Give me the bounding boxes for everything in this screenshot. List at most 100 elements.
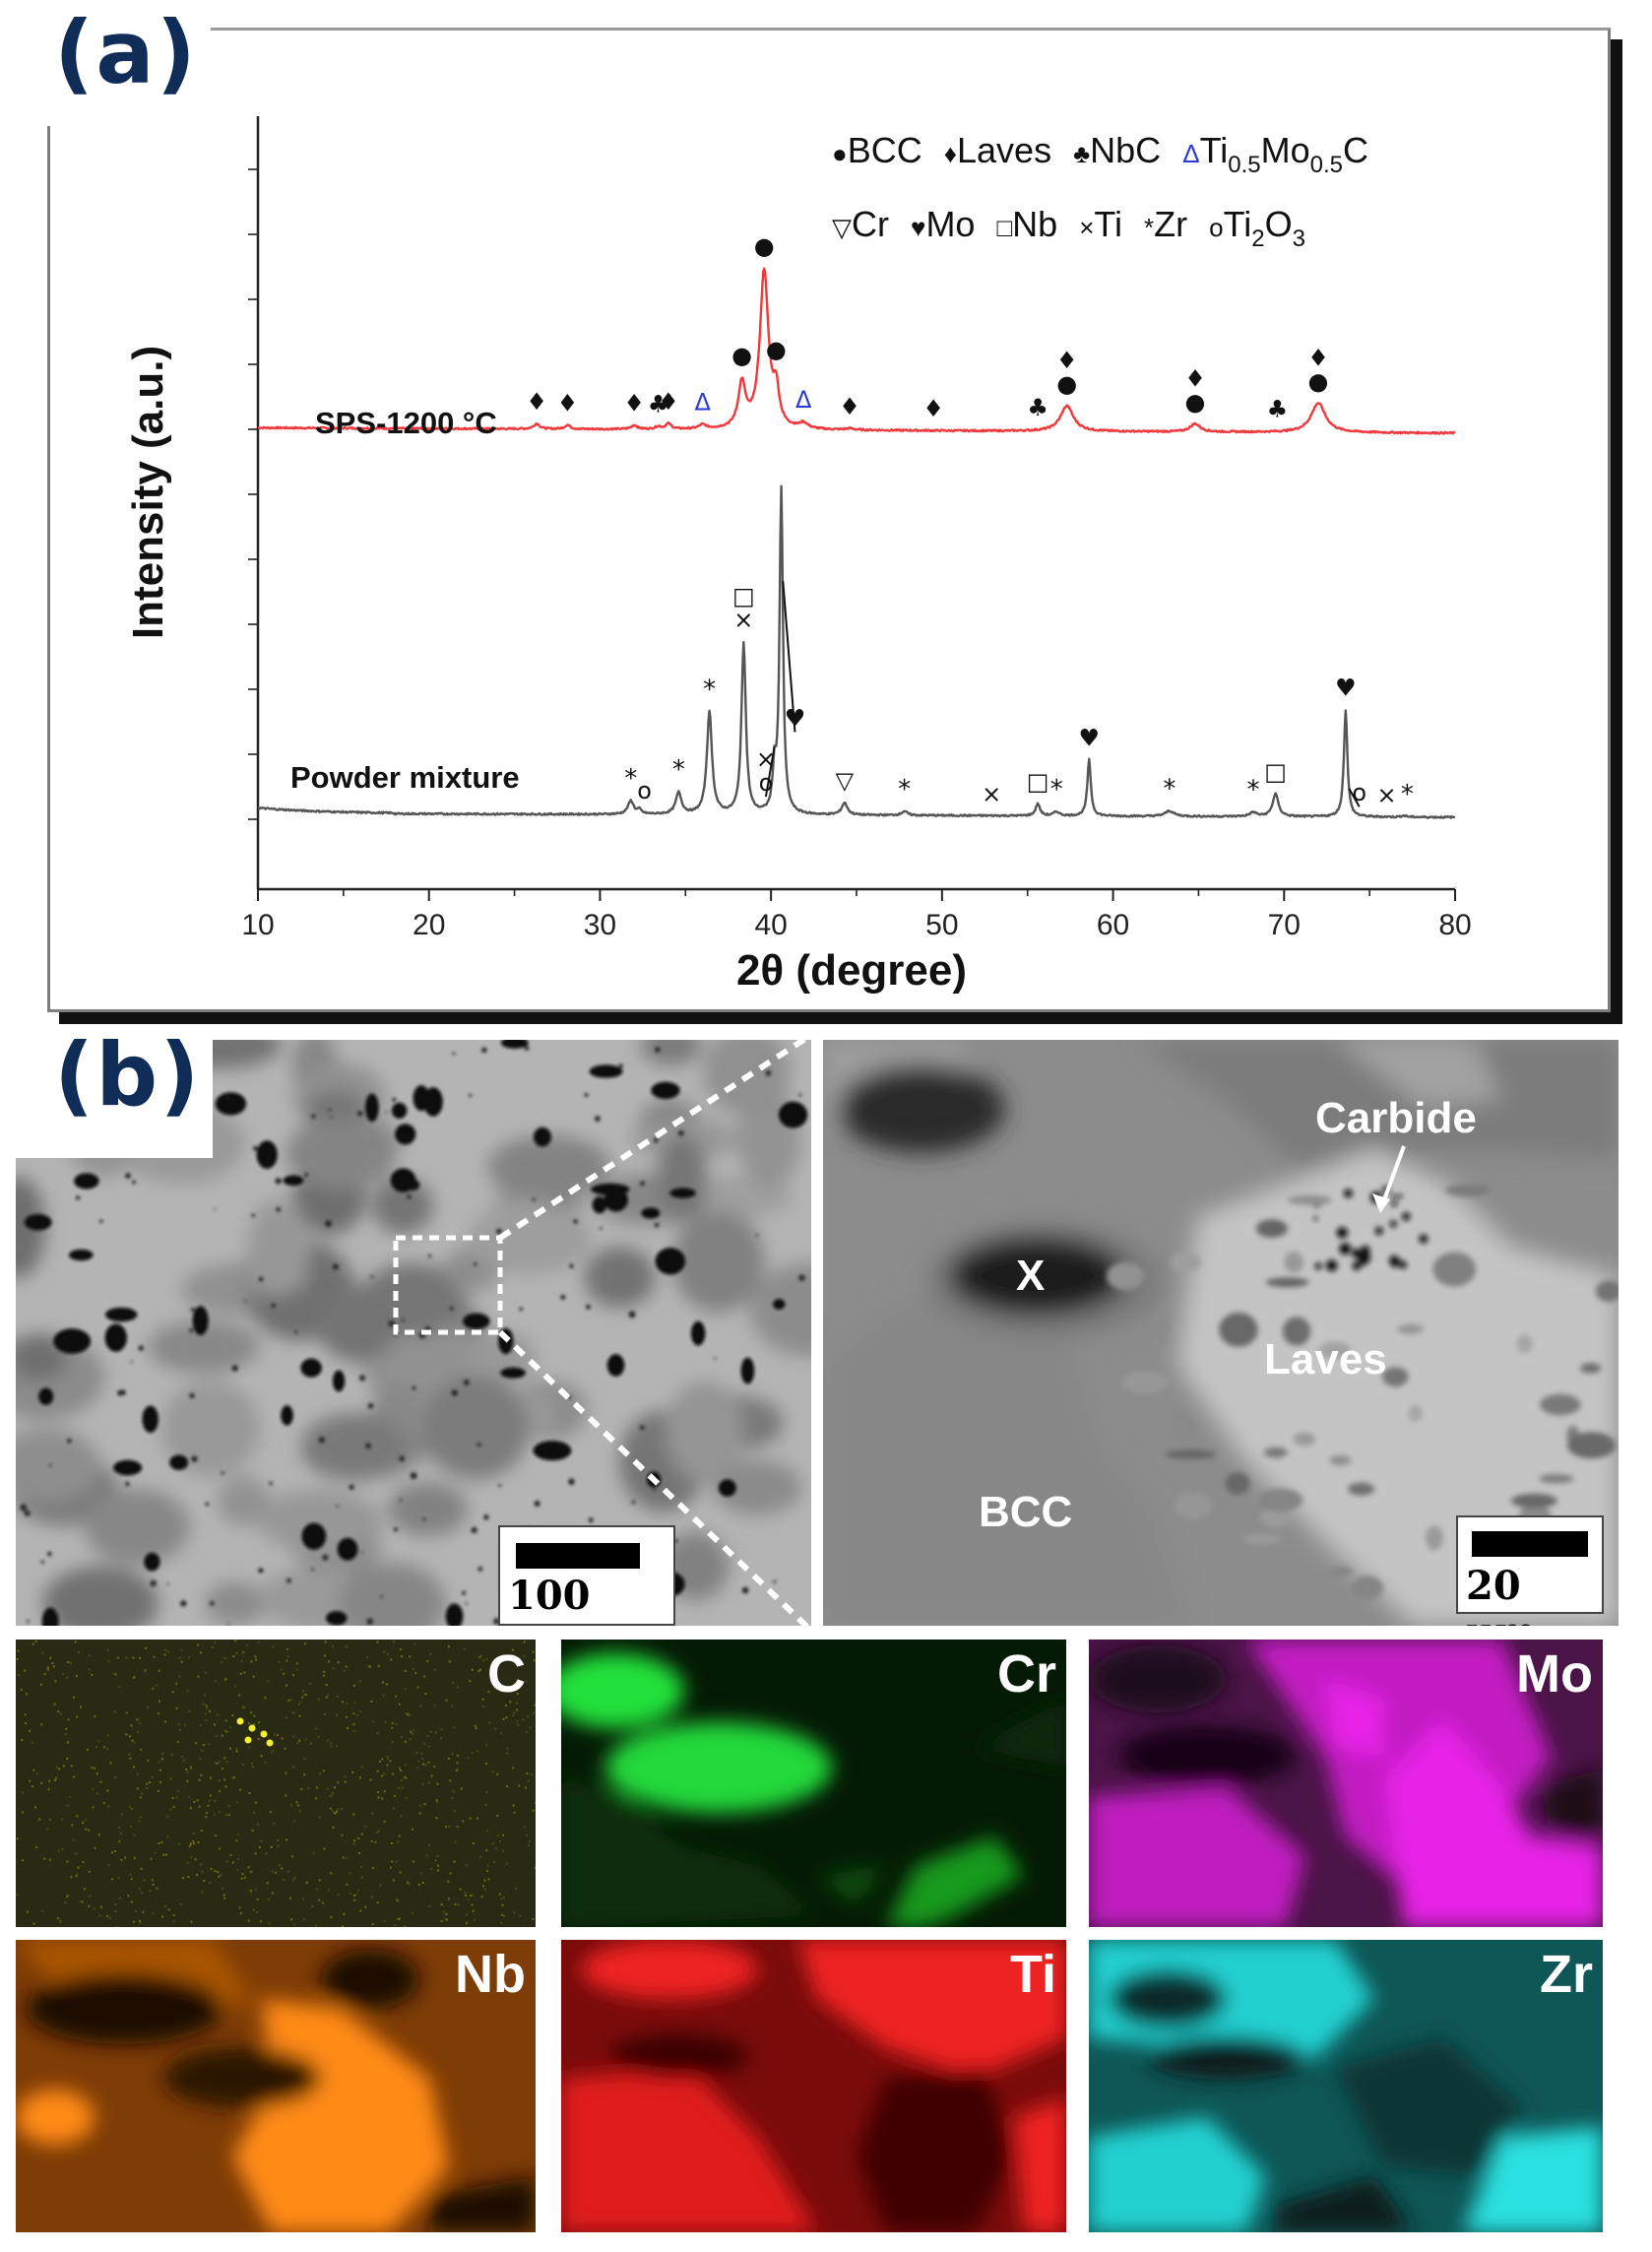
c-signal-pixel bbox=[314, 1924, 317, 1927]
c-signal-pixel bbox=[329, 1795, 332, 1798]
micro-pore bbox=[244, 1300, 247, 1303]
phase-speckle bbox=[1174, 1492, 1212, 1519]
c-signal-pixel bbox=[421, 1882, 424, 1885]
c-signal-pixel bbox=[433, 1766, 436, 1769]
micro-pore bbox=[452, 1052, 456, 1056]
c-signal-pixel bbox=[116, 1656, 119, 1659]
phase-speckle bbox=[1219, 1312, 1258, 1347]
carbide-particle bbox=[1374, 1226, 1383, 1236]
c-signal-pixel bbox=[475, 1727, 477, 1730]
peak-marker: □ bbox=[732, 582, 755, 610]
c-signal-pixel bbox=[209, 1794, 212, 1797]
c-signal-pixel bbox=[185, 1769, 188, 1771]
c-signal-pixel bbox=[523, 1641, 526, 1643]
c-signal-pixel bbox=[368, 1665, 371, 1668]
c-signal-pixel bbox=[133, 1920, 136, 1923]
c-signal-pixel bbox=[232, 1776, 235, 1779]
x-tick-label: 70 bbox=[1268, 909, 1301, 941]
c-signal-pixel bbox=[405, 1740, 408, 1743]
c-signal-pixel bbox=[327, 1889, 330, 1892]
c-signal-pixel bbox=[66, 1757, 69, 1760]
c-signal-pixel bbox=[384, 1721, 387, 1724]
micro-pore bbox=[483, 1514, 489, 1520]
c-signal-pixel bbox=[242, 1650, 245, 1653]
c-signal-pixel bbox=[73, 1775, 76, 1778]
c-signal-pixel bbox=[451, 1796, 454, 1799]
pore bbox=[395, 1124, 416, 1145]
series-line-1 bbox=[257, 484, 1456, 819]
phase-speckle bbox=[1408, 1404, 1424, 1422]
c-signal-pixel bbox=[286, 1648, 289, 1651]
grain-region bbox=[257, 1489, 383, 1552]
c-signal-pixel bbox=[278, 1864, 281, 1867]
c-signal-pixel bbox=[405, 1796, 408, 1799]
c-signal-pixel bbox=[139, 1796, 142, 1799]
c-signal-pixel bbox=[436, 1854, 439, 1857]
c-signal-pixel bbox=[426, 1659, 429, 1662]
c-signal-pixel bbox=[40, 1723, 43, 1726]
c-signal-pixel bbox=[532, 1650, 535, 1653]
peak-marker: * bbox=[1050, 775, 1063, 804]
peak-marker: □ bbox=[1264, 758, 1287, 786]
micro-pore bbox=[524, 1046, 530, 1051]
c-signal-pixel bbox=[96, 1740, 99, 1743]
c-signal-pixel bbox=[341, 1807, 344, 1810]
c-signal-pixel bbox=[420, 1752, 423, 1755]
c-signal-pixel bbox=[296, 1804, 299, 1807]
micro-pore bbox=[191, 1455, 198, 1462]
c-signal-pixel bbox=[203, 1694, 206, 1697]
label-x: X bbox=[1016, 1252, 1046, 1300]
micro-pore bbox=[226, 1096, 230, 1100]
c-signal-pixel bbox=[133, 1676, 136, 1679]
c-signal-pixel bbox=[92, 1787, 95, 1790]
pore bbox=[606, 1354, 625, 1377]
c-signal-pixel bbox=[125, 1711, 128, 1714]
c-signal-pixel bbox=[265, 1852, 268, 1855]
micro-pore bbox=[318, 1437, 325, 1444]
micro-pore bbox=[463, 1379, 470, 1386]
micro-pore bbox=[451, 1389, 459, 1396]
c-signal-pixel bbox=[381, 1758, 384, 1761]
c-signal-pixel bbox=[285, 1771, 287, 1774]
c-signal-pixel bbox=[428, 1904, 431, 1907]
c-signal-pixel bbox=[310, 1742, 313, 1745]
c-signal-pixel bbox=[445, 1918, 448, 1921]
micro-pore bbox=[560, 1294, 566, 1300]
c-signal-pixel bbox=[343, 1912, 346, 1915]
c-signal-pixel bbox=[467, 1898, 470, 1901]
micro-pore bbox=[427, 1254, 432, 1258]
plot-series bbox=[257, 267, 1456, 819]
c-signal-pixel bbox=[251, 1766, 254, 1769]
c-signal-pixel bbox=[479, 1855, 482, 1858]
grain-region bbox=[584, 1247, 656, 1308]
c-signal-pixel bbox=[149, 1781, 152, 1784]
c-signal-pixel bbox=[46, 1828, 49, 1831]
c-signal-pixel bbox=[106, 1914, 109, 1917]
c-signal-pixel bbox=[326, 1739, 329, 1742]
c-signal-pixel bbox=[453, 1860, 456, 1863]
micro-pore bbox=[399, 1498, 403, 1502]
c-signal-pixel bbox=[448, 1645, 451, 1648]
grain-region bbox=[16, 1428, 100, 1504]
pore bbox=[337, 1537, 358, 1561]
c-signal-pixel bbox=[516, 1702, 519, 1705]
c-signal-pixel bbox=[292, 1674, 295, 1677]
c-signal-pixel bbox=[175, 1706, 178, 1709]
c-signal-pixel bbox=[514, 1888, 517, 1891]
carbide-particle bbox=[1397, 1193, 1403, 1199]
c-signal-pixel bbox=[400, 1815, 403, 1818]
c-signal-pixel bbox=[488, 1721, 491, 1724]
c-signal-pixel bbox=[138, 1887, 141, 1890]
c-signal-pixel bbox=[395, 1722, 398, 1725]
peak-marker: * bbox=[1401, 780, 1414, 809]
panel-b-label: (b) bbox=[54, 1024, 202, 1126]
c-signal-pixel bbox=[465, 1864, 468, 1867]
c-signal-pixel bbox=[24, 1722, 27, 1725]
c-signal-pixel bbox=[419, 1872, 422, 1875]
pore bbox=[300, 1358, 322, 1378]
peak-marker: Δ bbox=[694, 389, 711, 417]
peak-marker: ♦ bbox=[1184, 364, 1206, 392]
eds-nb-texture bbox=[16, 1940, 536, 2232]
c-signal-pixel bbox=[383, 1790, 386, 1793]
c-signal-pixel bbox=[224, 1678, 227, 1681]
